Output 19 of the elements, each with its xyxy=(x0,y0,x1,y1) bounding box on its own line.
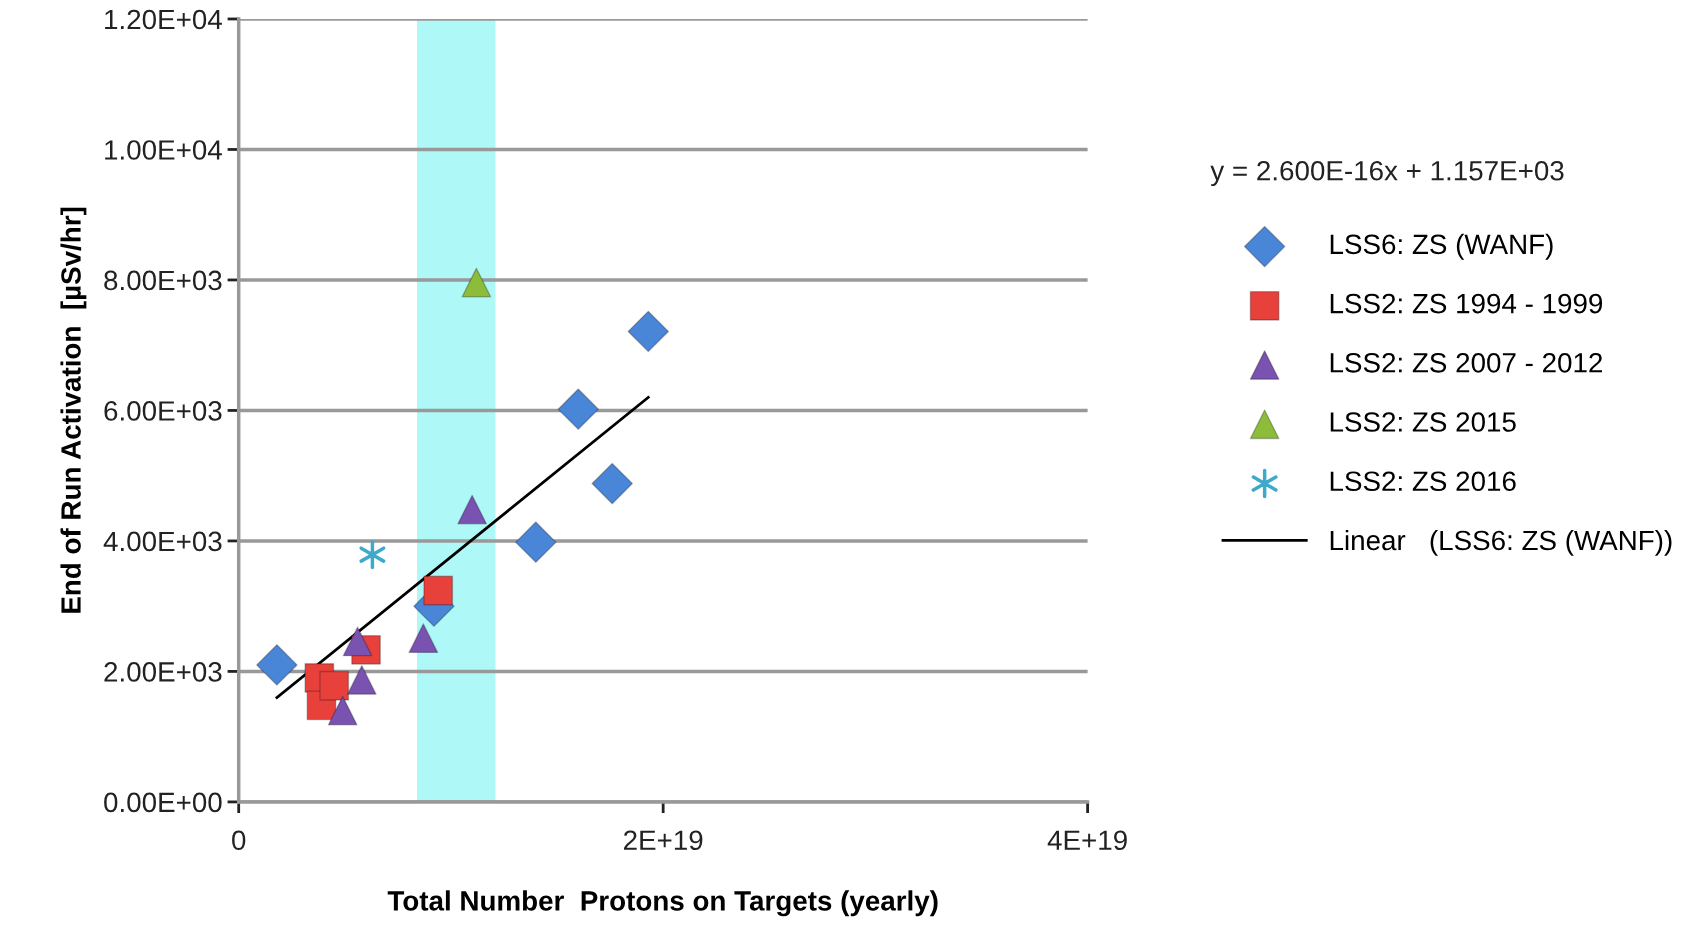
x-axis-title: Total Number Protons on Targets (yearly) xyxy=(387,890,938,917)
y-tick-label: 4.00E+03 xyxy=(103,531,222,552)
text: y = 2.600E-16x + 1.157E+03 xyxy=(1210,160,1564,187)
legend-label: LSS6: ZS (WANF) xyxy=(1330,233,1553,260)
legend-label: LSS2: ZS 2007 - 2012 xyxy=(1330,352,1602,373)
y-tick-label: 1.20E+04 xyxy=(105,9,222,30)
y-tick-label: 2.00E+03 xyxy=(104,662,222,682)
x-tick-label: 2E+19 xyxy=(624,830,703,851)
y-tick-label: 1.00E+04 xyxy=(105,140,222,160)
y-axis-title: End of Run Activation [µSv/hr] xyxy=(60,207,87,613)
x-tick-label: 4E+19 xyxy=(1047,830,1127,851)
legend-label: LSS2: ZS 2016 xyxy=(1330,471,1516,492)
legend-label: LSS2: ZS 2015 xyxy=(1330,412,1516,432)
y-tick-label: 0.00E+00 xyxy=(104,792,222,813)
y-tick-label: 6.00E+03 xyxy=(104,401,222,421)
y-tick-label: 8.00E+03 xyxy=(104,270,222,291)
legend-label: Linear (LSS6: ZS (WANF)) xyxy=(1330,529,1672,556)
x-tick-label: 0 xyxy=(232,830,246,851)
legend-label: LSS2: ZS 1994 - 1999 xyxy=(1330,293,1603,314)
